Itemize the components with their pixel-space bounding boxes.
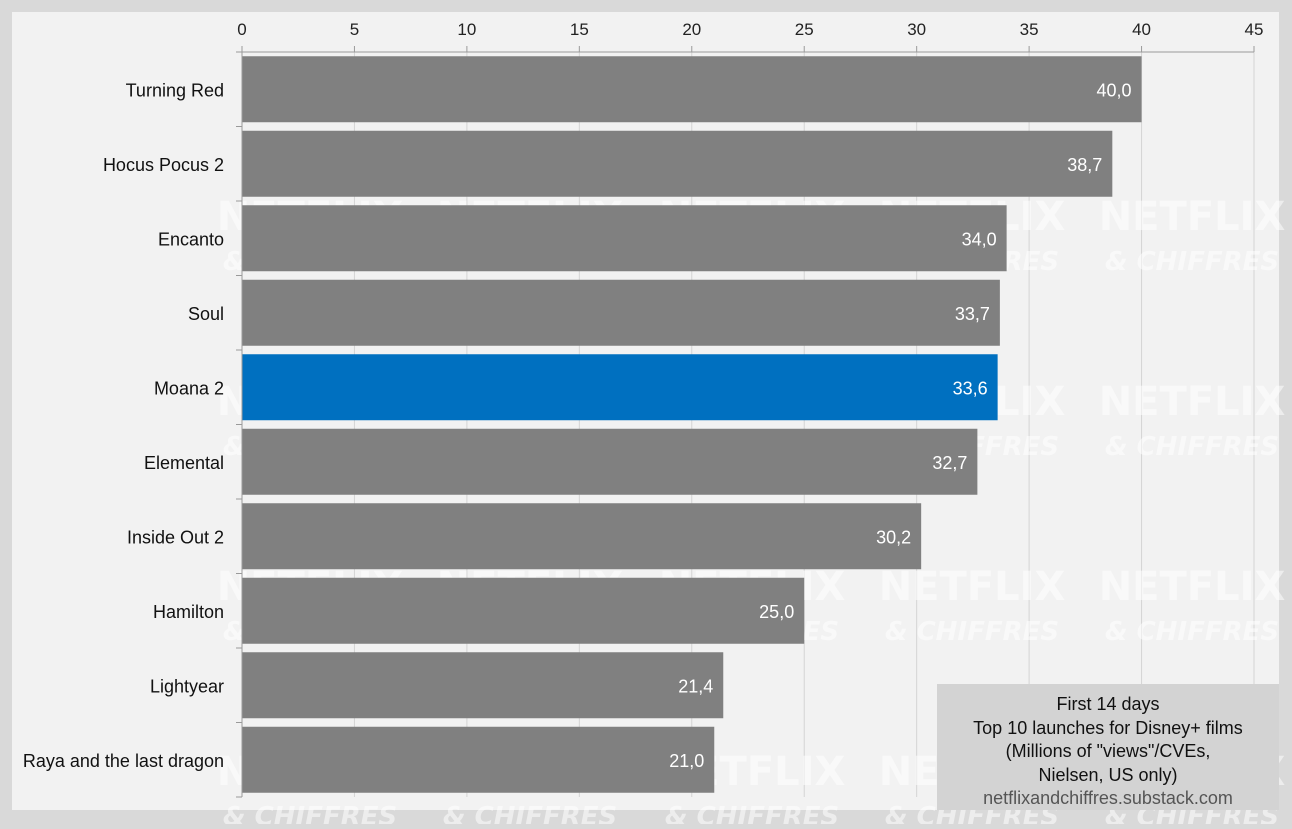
category-label: Soul [188, 304, 224, 324]
x-tick-label: 25 [795, 20, 814, 39]
data-label: 33,6 [953, 378, 988, 398]
x-tick-label: 0 [237, 20, 246, 39]
data-label: 38,7 [1067, 155, 1102, 175]
watermark-text: & CHIFFRES [1105, 432, 1279, 462]
bar [242, 577, 805, 644]
source-link[interactable]: netflixandchiffres.substack.com [983, 788, 1233, 808]
x-tick-label: 15 [570, 20, 589, 39]
bar [242, 130, 1113, 197]
category-label: Lightyear [150, 676, 224, 696]
data-label: 32,7 [932, 453, 967, 473]
category-label: Hocus Pocus 2 [103, 155, 224, 175]
category-label: Elemental [144, 453, 224, 473]
watermark-text: & CHIFFRES [443, 802, 617, 824]
bar [242, 726, 715, 793]
chart-annotation-box: First 14 days Top 10 launches for Disney… [937, 684, 1279, 810]
bar [242, 205, 1007, 272]
x-tick-label: 40 [1132, 20, 1151, 39]
x-tick-label: 5 [350, 20, 359, 39]
watermark-text: & CHIFFRES [665, 802, 839, 824]
x-tick-label: 10 [457, 20, 476, 39]
category-label: Inside Out 2 [127, 527, 224, 547]
data-label: 25,0 [759, 602, 794, 622]
data-label: 30,2 [876, 527, 911, 547]
annotation-line-1: First 14 days [1056, 694, 1160, 714]
x-tick-label: 45 [1245, 20, 1264, 39]
category-label: Turning Red [126, 80, 224, 100]
category-label: Hamilton [153, 602, 224, 622]
data-label: 34,0 [962, 229, 997, 249]
axes: Turning Red Hocus Pocus 2 Encanto Soul Moana… [23, 20, 1264, 798]
watermark-text: & CHIFFRES [223, 802, 397, 824]
annotation-line-2: Top 10 launches for Disney+ films [973, 717, 1243, 738]
category-label: Moana 2 [154, 378, 224, 398]
watermark-text: NETFLIX [1099, 194, 1286, 240]
bar [242, 652, 724, 719]
watermark-text: & CHIFFRES [885, 617, 1059, 647]
category-label: Encanto [158, 229, 224, 249]
annotation-line-3: (Millions of "views"/CVEs, [1005, 741, 1211, 761]
category-label: Raya and the last dragon [23, 751, 224, 771]
bars: 40,0 38,7 34,0 33,7 33,6 32,7 30,2 25,0 21,4 21,0 [242, 56, 1142, 793]
bar [242, 56, 1142, 123]
bar [242, 354, 998, 421]
watermark-text: NETFLIX [1099, 379, 1286, 425]
data-label: 33,7 [955, 304, 990, 324]
watermark-text: NETFLIX [1099, 564, 1286, 610]
data-label: 21,0 [669, 751, 704, 771]
data-label: 40,0 [1097, 80, 1132, 100]
bar [242, 503, 922, 570]
watermark-text: NETFLIX [879, 564, 1066, 610]
x-tick-label: 30 [907, 20, 926, 39]
annotation-line-4: Nielsen, US only) [1038, 764, 1178, 785]
bar [242, 279, 1000, 346]
watermark-text: & CHIFFRES [1105, 617, 1279, 647]
x-tick-label: 35 [1020, 20, 1039, 39]
x-tick-label: 20 [682, 20, 701, 39]
watermark-text: & CHIFFRES [1105, 247, 1279, 277]
data-label: 21,4 [678, 676, 713, 696]
bar [242, 428, 978, 495]
